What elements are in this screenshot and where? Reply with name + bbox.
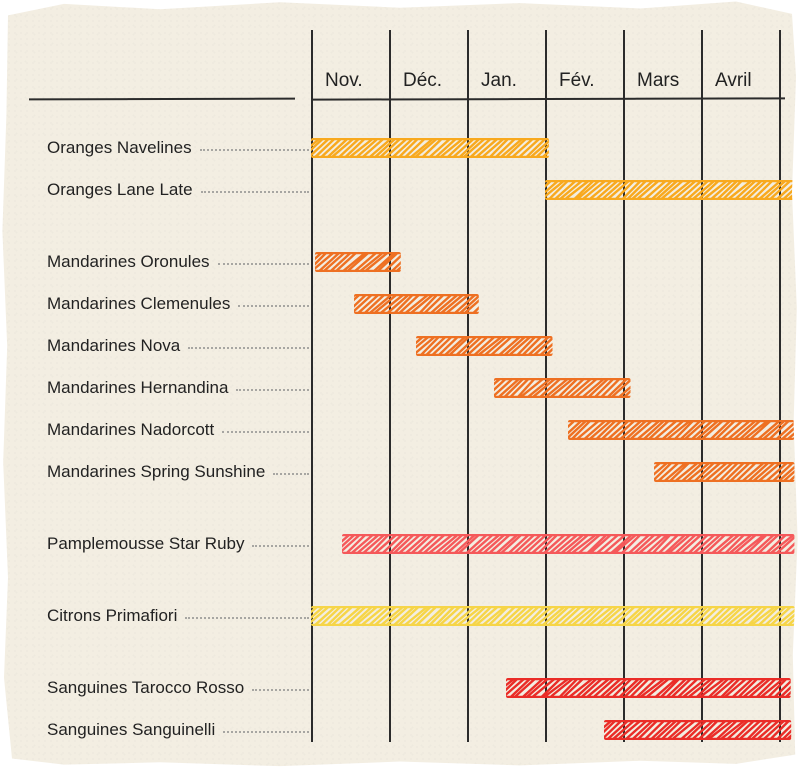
row-label: Citrons Primafiori (47, 607, 177, 624)
leader-dots (238, 305, 309, 307)
row-label: Mandarines Clemenules (47, 295, 230, 312)
leader-dots (188, 347, 309, 349)
season-bar (416, 336, 553, 356)
month-header: Mars (637, 70, 679, 92)
season-bar (545, 180, 795, 200)
season-bar (604, 720, 791, 740)
season-bar (506, 678, 791, 698)
leader-dots (185, 617, 309, 619)
row-label: Mandarines Nova (47, 337, 180, 354)
season-bar (654, 462, 794, 482)
leader-dots (222, 431, 309, 433)
season-bar (354, 294, 479, 314)
leader-dots (252, 545, 309, 547)
leader-dots (236, 389, 309, 391)
grid-column-line (701, 30, 703, 742)
month-header: Avril (715, 70, 752, 92)
season-bar (342, 534, 794, 554)
leader-dots (201, 191, 309, 193)
row-label: Mandarines Nadorcott (47, 421, 214, 438)
row-label: Sanguines Sanguinelli (47, 721, 215, 738)
month-header: Déc. (403, 70, 442, 92)
grid-column-line (311, 30, 313, 742)
gantt-chart: Nov. Déc. Jan. Fév. Mars Avril Oranges Navelin… (25, 30, 775, 740)
row-label: Oranges Navelines (47, 139, 192, 156)
leader-dots (223, 731, 309, 733)
header-underline (29, 98, 295, 101)
season-bar (311, 138, 549, 158)
header-underline (311, 97, 785, 100)
row-label: Pamplemousse Star Ruby (47, 535, 244, 552)
row-label: Mandarines Hernandina (47, 379, 228, 396)
month-header: Jan. (481, 70, 517, 92)
row-label: Oranges Lane Late (47, 181, 193, 198)
row-label: Mandarines Oronules (47, 253, 210, 270)
season-bar (311, 606, 795, 626)
month-header: Fév. (559, 70, 595, 92)
leader-dots (218, 263, 309, 265)
leader-dots (200, 149, 309, 151)
season-bar (315, 252, 401, 272)
grid-column-line (467, 30, 469, 742)
month-header: Nov. (325, 70, 363, 92)
grid-column-line (779, 30, 781, 742)
paper-background: Nov. Déc. Jan. Fév. Mars Avril Oranges Navelin… (0, 0, 800, 770)
grid-column-line (389, 30, 391, 742)
leader-dots (273, 473, 309, 475)
leader-dots (252, 689, 309, 691)
row-label: Sanguines Tarocco Rosso (47, 679, 244, 696)
season-bar (568, 420, 794, 440)
row-label: Mandarines Spring Sunshine (47, 463, 265, 480)
season-bar (494, 378, 631, 398)
